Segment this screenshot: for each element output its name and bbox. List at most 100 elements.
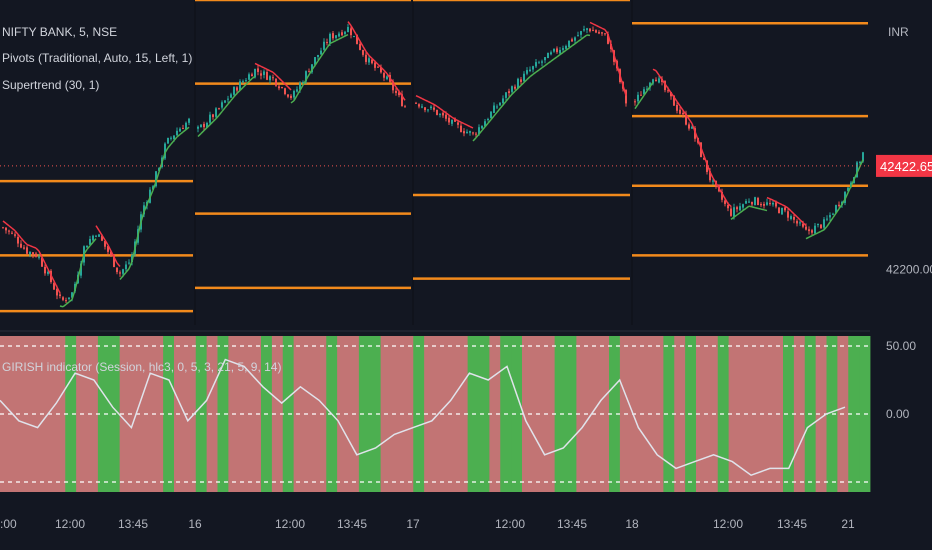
oscillator-column-25	[271, 336, 284, 492]
oscillator-column-61	[663, 336, 675, 492]
supertrend-seg-3-11	[664, 83, 669, 89]
candle-body-110	[338, 33, 340, 37]
supertrend-seg-0-11	[32, 246, 37, 249]
candle-body-177	[547, 52, 549, 59]
candle-body-274	[844, 192, 846, 203]
candle-body-168	[520, 79, 522, 82]
supertrend-seg-2-57	[583, 34, 588, 38]
oscillator-column-0	[0, 336, 12, 492]
supertrend-seg-2-47	[553, 56, 558, 60]
supertrend-seg-2-46	[550, 58, 555, 62]
candle-body-72	[224, 100, 226, 103]
supertrend-seg-3-52	[787, 207, 792, 212]
candle-body-76	[236, 87, 238, 91]
symbol-legend[interactable]: NIFTY BANK, 5, NSE	[2, 25, 118, 39]
supertrend-seg-1-41	[317, 56, 322, 62]
supertrend-seg-1-8	[218, 111, 223, 116]
supertrend-seg-1-39	[311, 65, 316, 71]
candle-body-175	[541, 61, 543, 63]
oscillator-column-56	[609, 336, 621, 492]
candle-body-157	[487, 119, 489, 121]
candle-body-6	[20, 243, 22, 248]
candle-body-209	[649, 82, 651, 88]
candle-body-82	[254, 68, 256, 78]
supertrend-seg-3-14	[673, 96, 678, 102]
supertrend-seg-2-5	[427, 100, 432, 104]
supertrend-seg-2-63	[601, 27, 606, 31]
candle-body-237	[733, 207, 735, 217]
candle-body-2	[8, 230, 10, 232]
candle-body-251	[775, 202, 777, 207]
candle-body-187	[577, 35, 579, 37]
supertrend-seg-3-53	[790, 210, 795, 215]
supertrend-seg-0-17	[50, 274, 55, 282]
supertrend-seg-3-70	[841, 198, 846, 205]
supertrend-seg-0-8	[23, 240, 28, 246]
supertrend-seg-2-20	[472, 137, 477, 142]
supertrend-seg-3-75	[856, 166, 861, 174]
supertrend-seg-2-11	[445, 112, 450, 116]
supertrend-seg-1-26	[272, 71, 277, 76]
supertrend-seg-0-29	[86, 245, 91, 250]
supertrend-seg-3-45	[766, 196, 771, 200]
oscillator-column-47	[511, 336, 523, 492]
supertrend-seg-0-56	[167, 143, 172, 149]
candle-body-221	[685, 113, 687, 125]
supertrend-seg-0-7	[20, 237, 25, 242]
candle-body-31	[95, 235, 97, 237]
oscillator-column-62	[674, 336, 686, 492]
candle-body-108	[332, 33, 334, 39]
x-tick-label-6: 12:00	[495, 517, 525, 531]
supertrend-seg-2-4	[424, 99, 429, 103]
candle-body-148	[460, 125, 462, 133]
supertrend-seg-3-44	[763, 209, 768, 212]
oscillator-tick-label-0: 50.00	[886, 339, 916, 353]
supertrend-seg-0-40	[119, 275, 124, 281]
supertrend-seg-0-20	[59, 305, 64, 308]
supertrend-seg-2-23	[481, 126, 486, 132]
candle-body-19	[59, 294, 61, 296]
supertrend-seg-2-8	[436, 105, 441, 110]
candle-body-208	[646, 88, 648, 90]
candle-body-146	[454, 118, 456, 122]
supertrend-seg-0-24	[71, 289, 76, 300]
candle-body-240	[742, 204, 744, 208]
oscillator-column-20	[217, 336, 229, 492]
oscillator-column-6	[65, 336, 77, 492]
supertrend-seg-1-58	[368, 54, 373, 59]
candle-body-73	[227, 98, 229, 100]
candle-body-244	[754, 197, 756, 205]
candle-body-193	[595, 30, 597, 33]
candle-body-272	[838, 204, 840, 206]
supertrend-seg-1-69	[401, 95, 406, 101]
candle-body-91	[281, 87, 283, 89]
girish-legend[interactable]: GIRISH indicator (Session, hlc3, 0, 5, 3…	[2, 360, 282, 374]
candle-body-112	[344, 31, 346, 34]
candle-body-242	[748, 201, 750, 203]
oscillator-column-34	[369, 336, 382, 492]
supertrend-seg-2-40	[532, 71, 537, 75]
oscillator-column-73	[793, 336, 806, 492]
pivots-legend[interactable]: Pivots (Traditional, Auto, 15, Left, 1)	[2, 51, 193, 65]
candle-body-28	[86, 245, 88, 248]
oscillator-column-19	[206, 336, 218, 492]
supertrend-legend[interactable]: Supertrend (30, 1)	[2, 78, 100, 92]
candle-body-104	[320, 50, 322, 55]
supertrend-seg-3-8	[655, 70, 660, 76]
candle-body-238	[736, 207, 738, 210]
candle-body-132	[404, 106, 406, 108]
candle-body-256	[790, 216, 792, 220]
oscillator-column-48	[522, 336, 534, 492]
candle-body-101	[311, 64, 313, 73]
supertrend-seg-3-55	[796, 216, 801, 221]
candle-body-114	[350, 28, 352, 36]
supertrend-seg-0-36	[107, 244, 112, 252]
supertrend-seg-1-57	[365, 51, 370, 56]
candle-body-20	[62, 297, 64, 300]
candle-body-119	[365, 54, 367, 62]
supertrend-seg-0-2	[5, 222, 10, 227]
supertrend-seg-1-9	[221, 107, 226, 113]
x-tick-label-4: 13:45	[337, 517, 367, 531]
supertrend-seg-0-12	[35, 247, 40, 252]
